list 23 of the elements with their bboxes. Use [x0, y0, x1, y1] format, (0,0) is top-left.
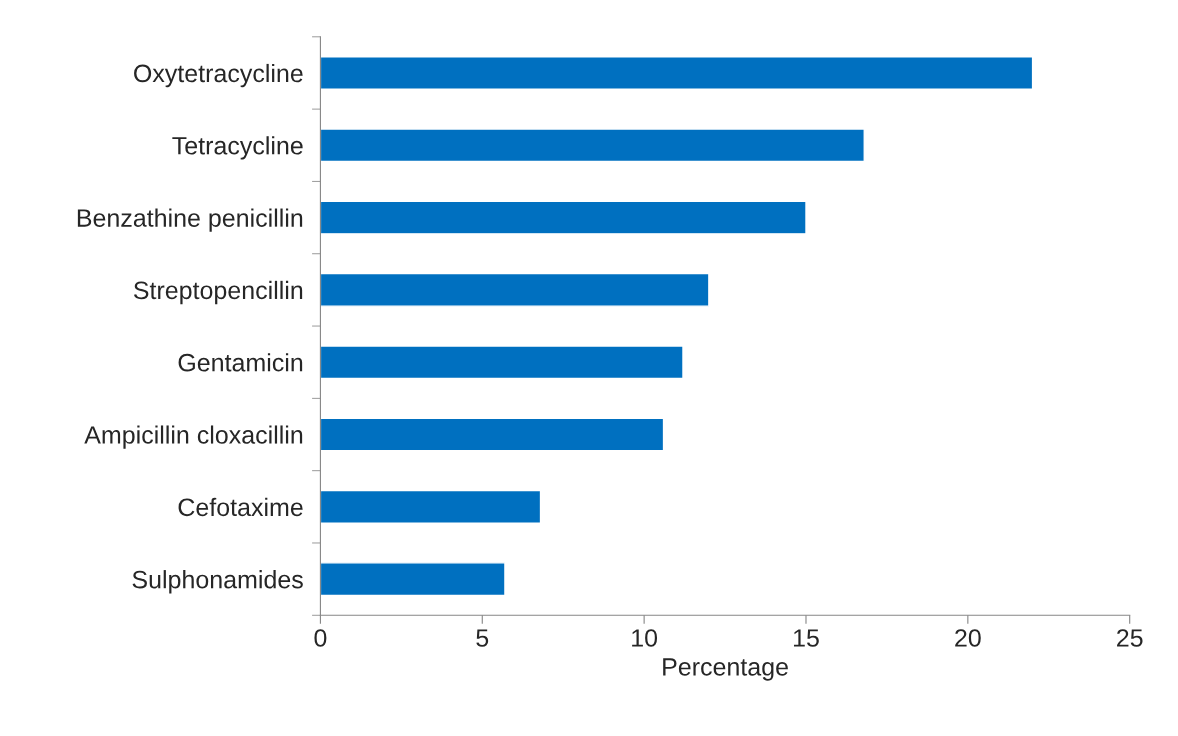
bar	[320, 128, 865, 163]
y-tick-label: Tetracycline	[172, 136, 303, 160]
y-tick-label: Ampicillin cloxacillin	[84, 425, 303, 449]
bar	[320, 562, 506, 597]
bar	[320, 200, 807, 235]
x-tick-label: 0	[314, 629, 327, 647]
bar	[320, 489, 542, 524]
x-tick-label: 10	[632, 629, 658, 647]
bar	[320, 272, 710, 307]
y-tick-label: Gentamicin	[178, 353, 303, 372]
x-axis-title: Percentage	[663, 658, 788, 681]
y-tick-label: Streptopencillin	[133, 280, 303, 305]
y-tick-label: Benzathine penicillin	[77, 208, 303, 232]
bar	[320, 345, 684, 380]
y-tick-label: Sulphonamides	[132, 570, 303, 594]
y-tick-label: Cefotaxime	[178, 497, 303, 517]
y-tick-label: Oxytetracycline	[134, 63, 303, 88]
bar	[320, 55, 1034, 90]
x-tick-label: 5	[476, 629, 489, 647]
bar	[320, 417, 665, 452]
x-tick-label: 25	[1117, 629, 1143, 647]
x-tick-label: 15	[793, 629, 819, 647]
x-tick-label: 20	[955, 629, 981, 647]
